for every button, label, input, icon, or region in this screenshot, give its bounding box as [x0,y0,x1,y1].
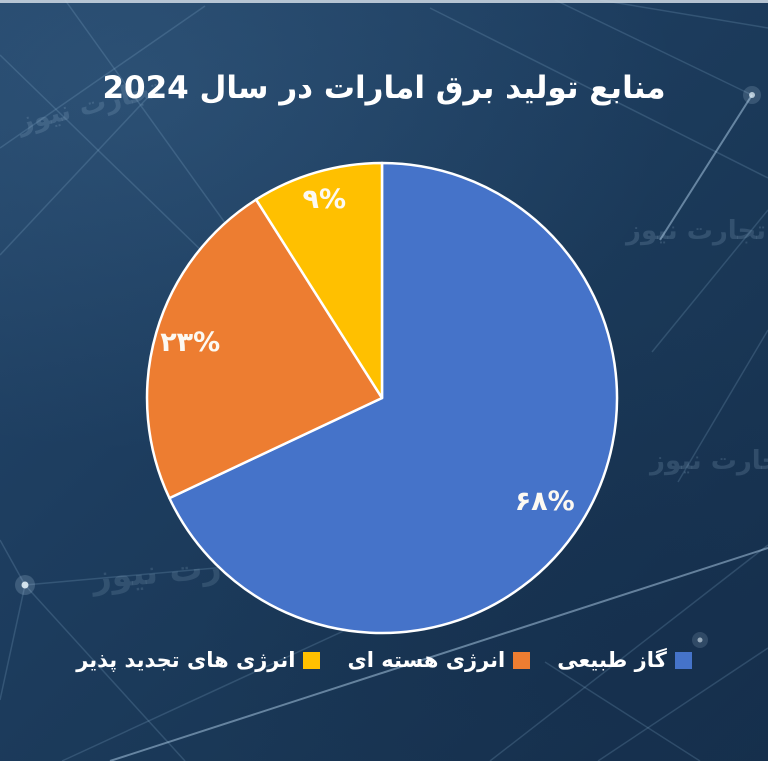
legend-item-label: گاز طبیعی [557,648,667,672]
pie-slice-value-label: ۶۸% [515,486,575,517]
legend-color-swatch [674,651,692,669]
legend-item-0: گاز طبیعی [557,648,692,672]
top-edge-highlight [0,0,768,3]
legend-item-1: انرژی هسته ای [347,648,531,672]
chart-legend: گاز طبیعی انرژی هسته ای انرژی های تجدید پذ… [0,648,768,672]
legend-color-swatch [303,651,321,669]
page-title: منابع تولید برق امارات در سال 2024 [102,70,666,106]
legend-item-label: انرژی های تجدید پذیر [76,648,296,672]
legend-color-swatch [513,651,531,669]
pie-slice-2 [254,161,384,400]
pie-slice-0 [168,161,619,635]
pie-slice-1 [145,198,384,500]
legend-item-label: انرژی هسته ای [347,648,506,672]
pie-slice-value-label: ۲۳% [160,327,220,358]
pie-slice-value-label: ۹% [303,184,347,215]
legend-item-2: انرژی های تجدید پذیر [76,648,321,672]
